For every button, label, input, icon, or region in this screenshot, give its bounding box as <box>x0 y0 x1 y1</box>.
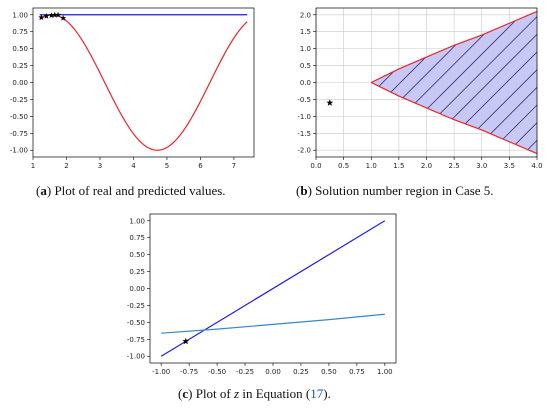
chart-b-xtick-label: 0.0 <box>310 162 321 170</box>
chart-c-xtick-label: 0.50 <box>321 368 337 376</box>
chart-c-frame <box>149 213 397 364</box>
chart-a-ytick-label: 1.00 <box>12 11 28 19</box>
chart-c-ytick-label: -0.25 <box>127 302 145 310</box>
chart-c-xtick-label: 0.25 <box>293 368 309 376</box>
chart-c-plot-of-z: -1.00 -0.75 -0.50 -0.25 0.00 0.25 0.50 0.75 1.00… <box>127 213 397 376</box>
chart-a-xtick-label: 1 <box>31 162 35 170</box>
caption-c-text-after: ). <box>323 386 331 401</box>
chart-a-star-marker <box>60 14 67 21</box>
chart-a-xtick-label: 3 <box>98 162 102 170</box>
caption-a: (a) Plot of real and predicted values. <box>36 183 226 198</box>
chart-a-star-marker <box>38 14 45 21</box>
chart-b-xtick-label: 4.0 <box>531 162 542 170</box>
chart-b-hatch-line <box>502 11 537 154</box>
chart-b-ytick-label: -1.0 <box>297 113 311 121</box>
chart-b-xtick-label: 1.0 <box>366 162 377 170</box>
chart-c-ytick-label: -0.50 <box>127 319 145 327</box>
chart-b-ytick-label: 0.0 <box>300 79 311 87</box>
chart-a-ytick-label: -0.75 <box>10 130 28 138</box>
chart-a-xtick-label: 6 <box>198 162 203 170</box>
chart-b-ytick-label: -0.5 <box>297 96 311 104</box>
caption-c: (c) Plot of z in Equation (17). <box>178 386 331 401</box>
chart-c-ytick-label: 0.50 <box>129 251 145 259</box>
chart-b-xtick-label: 1.5 <box>393 162 404 170</box>
chart-c-xtick-label: -0.25 <box>236 368 254 376</box>
chart-a-star-marker <box>51 11 58 18</box>
chart-b-xtick-label: 0.5 <box>338 162 349 170</box>
chart-a-series-red <box>39 14 248 151</box>
chart-c-ytick-label: -0.75 <box>127 336 145 344</box>
chart-b-xtick-label: 2.5 <box>449 162 460 170</box>
chart-a-star-marker <box>55 11 62 18</box>
chart-b-ytick-label: 0.5 <box>300 62 311 70</box>
chart-b-hatch-line <box>484 11 537 154</box>
caption-b-text: Solution number region in Case 5. <box>311 183 494 198</box>
chart-a-real-vs-predicted: 1 2 3 4 5 6 7 -1.00 -0.75 -0.50 -0.25 0.00 0.25 0.50 0… <box>10 7 255 170</box>
equation-ref-link[interactable]: 17 <box>310 386 324 401</box>
chart-b-ytick-label: 2.0 <box>300 11 311 19</box>
chart-b-star-marker <box>326 99 334 106</box>
caption-c-text-mid: in Equation ( <box>239 386 311 401</box>
chart-c-xtick-label: 1.00 <box>377 368 393 376</box>
chart-a-star-marker <box>48 12 55 19</box>
chart-b-hatch-line <box>538 8 550 157</box>
chart-a-ytick-label: 0.25 <box>12 62 28 70</box>
caption-b-label: b <box>300 183 308 198</box>
chart-a-ytick-label: 0.75 <box>12 28 28 36</box>
chart-b-ytick-label: 1.5 <box>300 28 311 36</box>
chart-c-ytick-label: 0.00 <box>129 285 145 293</box>
chart-b-xtick-label: 3.0 <box>476 162 487 170</box>
chart-a-frame <box>32 7 255 158</box>
chart-c-star-marker <box>182 337 190 345</box>
chart-b-lower-boundary <box>370 81 538 155</box>
chart-a-ytick-label: 0.50 <box>12 45 28 53</box>
chart-c-ytick-label: -1.00 <box>127 353 145 361</box>
chart-a-ytick-label: -0.25 <box>10 96 28 104</box>
chart-b-upper-boundary <box>370 10 538 84</box>
chart-b-ytick-label: -2.0 <box>297 147 311 155</box>
chart-c-xtick-label: -0.50 <box>208 368 226 376</box>
chart-c-xtick-label: -0.75 <box>180 368 198 376</box>
chart-b-hatch-line <box>467 11 537 154</box>
chart-a-xtick-label: 5 <box>165 162 169 170</box>
chart-a-star-marker <box>43 12 50 19</box>
chart-a-ytick-label: -1.00 <box>10 147 28 155</box>
chart-b-hatch-line <box>167 8 316 157</box>
chart-a-xtick-label: 7 <box>232 162 236 170</box>
chart-c-series-lightblue <box>161 313 385 334</box>
chart-c-ytick-label: 0.75 <box>129 234 145 242</box>
caption-c-text-before: Plot of <box>192 386 235 401</box>
chart-b-xtick-label: 3.5 <box>504 162 515 170</box>
chart-b-hatch-line <box>131 8 280 157</box>
chart-b-solution-region: 0.0 0.5 1.0 1.5 2.0 2.5 3.0 3.5 4.0 -2.0 -1.5 -1.0 -… <box>131 7 550 170</box>
caption-b: (b) Solution number region in Case 5. <box>296 183 494 198</box>
chart-a-xtick-label: 4 <box>131 162 136 170</box>
chart-b-xtick-label: 2.0 <box>421 162 432 170</box>
caption-a-label: a <box>40 183 47 198</box>
chart-c-xtick-label: 0.00 <box>265 368 281 376</box>
chart-b-ytick-label: -1.5 <box>297 130 311 138</box>
caption-c-variable: z <box>234 386 240 401</box>
chart-c-xtick-label: -1.00 <box>152 368 170 376</box>
chart-a-xtick-label: 2 <box>64 162 68 170</box>
caption-a-text: Plot of real and predicted values. <box>51 183 226 198</box>
chart-b-ytick-label: 1.0 <box>300 45 311 53</box>
chart-a-ytick-label: -0.50 <box>10 113 28 121</box>
chart-c-ytick-label: 0.25 <box>129 268 145 276</box>
chart-c-xtick-label: 0.75 <box>349 368 365 376</box>
chart-c-series-blue <box>160 220 386 357</box>
chart-b-frame <box>315 7 538 158</box>
chart-b-hatch-line <box>185 8 334 157</box>
chart-b-hatch-line <box>149 8 298 157</box>
chart-b-region-fill <box>371 11 537 154</box>
chart-c-ytick-label: 1.00 <box>129 217 145 225</box>
chart-a-ytick-label: 0.00 <box>12 79 28 87</box>
caption-c-label: c <box>182 386 189 401</box>
